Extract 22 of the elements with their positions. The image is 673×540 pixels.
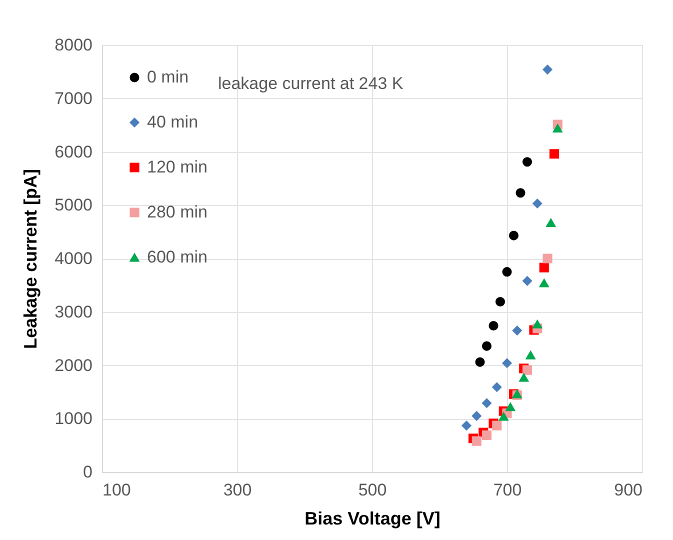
legend-label: 280 min xyxy=(147,202,208,222)
legend-label: 600 min xyxy=(147,248,208,266)
y-tick-label: 8000 xyxy=(54,36,92,54)
x-tick-label: 900 xyxy=(614,480,642,500)
legend-label: 0 min xyxy=(147,68,189,86)
legend-label: 40 min xyxy=(147,112,198,132)
y-tick-label: 7000 xyxy=(54,88,92,108)
y-tick-label: 0 xyxy=(83,462,92,482)
x-axis-title: Bias Voltage [V] xyxy=(304,508,440,528)
y-tick-label: 6000 xyxy=(54,142,92,162)
annotation: leakage current at 243 K xyxy=(218,74,404,93)
y-tick-label: 2000 xyxy=(54,356,92,375)
y-tick-label: 1000 xyxy=(54,409,92,428)
y-axis-title: Leakage current [pA] xyxy=(20,168,41,350)
x-tick-label: 700 xyxy=(493,480,522,500)
y-tick-label: 4000 xyxy=(54,249,92,268)
x-tick-label: 100 xyxy=(102,480,131,500)
y-tick-label: 3000 xyxy=(54,302,92,322)
legend-label: 120 min xyxy=(147,158,208,176)
y-tick-label: 5000 xyxy=(54,196,92,215)
x-tick-label: 500 xyxy=(358,480,387,500)
x-tick-label: 300 xyxy=(223,480,252,500)
